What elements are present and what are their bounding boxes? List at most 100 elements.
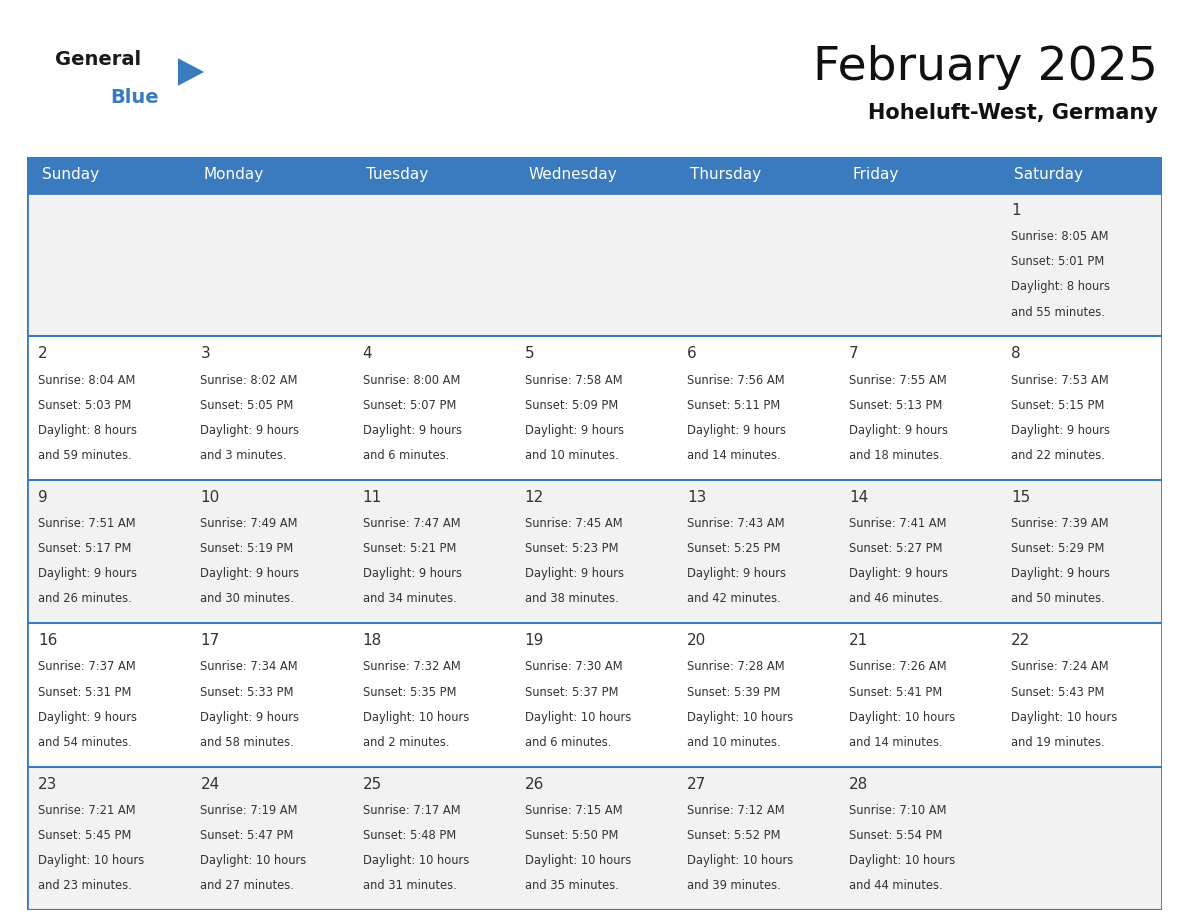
Text: Sunset: 5:31 PM: Sunset: 5:31 PM (38, 686, 132, 699)
Text: 5: 5 (525, 346, 535, 362)
Bar (27, 193, 189, 336)
Text: Sunrise: 7:58 AM: Sunrise: 7:58 AM (525, 374, 623, 386)
Text: Sunrise: 7:49 AM: Sunrise: 7:49 AM (201, 517, 298, 530)
Bar (189, 336, 352, 480)
Text: and 14 minutes.: and 14 minutes. (849, 735, 943, 749)
Text: and 6 minutes.: and 6 minutes. (525, 735, 611, 749)
Text: Daylight: 9 hours: Daylight: 9 hours (201, 711, 299, 723)
Text: Sunrise: 7:24 AM: Sunrise: 7:24 AM (1011, 660, 1108, 674)
Text: Sunset: 5:27 PM: Sunset: 5:27 PM (849, 543, 942, 555)
Text: 4: 4 (362, 346, 372, 362)
Bar (838, 767, 1000, 910)
Text: Friday: Friday (852, 167, 898, 183)
Text: 6: 6 (687, 346, 696, 362)
Bar (676, 336, 838, 480)
Bar (27, 336, 189, 480)
Text: Sunrise: 8:00 AM: Sunrise: 8:00 AM (362, 374, 460, 386)
Text: and 14 minutes.: and 14 minutes. (687, 449, 781, 462)
Text: Daylight: 10 hours: Daylight: 10 hours (849, 711, 955, 723)
Text: 24: 24 (201, 777, 220, 791)
Text: Daylight: 8 hours: Daylight: 8 hours (38, 424, 138, 437)
Text: Daylight: 9 hours: Daylight: 9 hours (362, 567, 462, 580)
Text: 28: 28 (849, 777, 868, 791)
Text: Sunset: 5:43 PM: Sunset: 5:43 PM (1011, 686, 1105, 699)
Text: and 55 minutes.: and 55 minutes. (1011, 306, 1105, 319)
Text: Sunrise: 7:34 AM: Sunrise: 7:34 AM (201, 660, 298, 674)
Text: 27: 27 (687, 777, 706, 791)
Text: February 2025: February 2025 (813, 45, 1158, 90)
Bar (1000, 767, 1162, 910)
Text: and 59 minutes.: and 59 minutes. (38, 449, 132, 462)
Text: Sunset: 5:17 PM: Sunset: 5:17 PM (38, 543, 132, 555)
Text: and 22 minutes.: and 22 minutes. (1011, 449, 1105, 462)
Text: Sunset: 5:11 PM: Sunset: 5:11 PM (687, 398, 781, 412)
Text: and 27 minutes.: and 27 minutes. (201, 879, 295, 892)
Text: Sunset: 5:33 PM: Sunset: 5:33 PM (201, 686, 293, 699)
Text: Wednesday: Wednesday (527, 167, 617, 183)
Bar (352, 193, 513, 336)
Text: General: General (55, 50, 141, 69)
Text: Daylight: 9 hours: Daylight: 9 hours (525, 567, 624, 580)
Text: and 26 minutes.: and 26 minutes. (38, 592, 132, 605)
Bar (352, 623, 513, 767)
Bar (513, 336, 676, 480)
Text: Sunrise: 7:37 AM: Sunrise: 7:37 AM (38, 660, 137, 674)
Text: Sunrise: 7:53 AM: Sunrise: 7:53 AM (1011, 374, 1108, 386)
Text: and 23 minutes.: and 23 minutes. (38, 879, 132, 892)
Text: Daylight: 10 hours: Daylight: 10 hours (525, 854, 631, 868)
Bar (189, 767, 352, 910)
Text: Sunset: 5:47 PM: Sunset: 5:47 PM (201, 829, 293, 842)
Bar (352, 336, 513, 480)
Bar (27, 480, 189, 623)
Text: 16: 16 (38, 633, 58, 648)
Text: Sunset: 5:54 PM: Sunset: 5:54 PM (849, 829, 942, 842)
Text: Hoheluft-West, Germany: Hoheluft-West, Germany (868, 103, 1158, 123)
Text: Sunrise: 7:12 AM: Sunrise: 7:12 AM (687, 804, 784, 817)
Text: and 19 minutes.: and 19 minutes. (1011, 735, 1105, 749)
Text: 11: 11 (362, 490, 381, 505)
Text: Daylight: 10 hours: Daylight: 10 hours (38, 854, 145, 868)
Text: Daylight: 9 hours: Daylight: 9 hours (687, 424, 786, 437)
Bar (676, 767, 838, 910)
Text: 8: 8 (1011, 346, 1020, 362)
Text: Sunset: 5:25 PM: Sunset: 5:25 PM (687, 543, 781, 555)
Bar (352, 480, 513, 623)
Bar (1000, 193, 1162, 336)
Text: 15: 15 (1011, 490, 1030, 505)
Bar (189, 480, 352, 623)
Text: 3: 3 (201, 346, 210, 362)
Text: Sunset: 5:29 PM: Sunset: 5:29 PM (1011, 543, 1105, 555)
Bar (838, 193, 1000, 336)
Text: and 50 minutes.: and 50 minutes. (1011, 592, 1105, 605)
Text: Daylight: 9 hours: Daylight: 9 hours (1011, 567, 1111, 580)
Bar (27, 623, 189, 767)
Text: Sunset: 5:05 PM: Sunset: 5:05 PM (201, 398, 293, 412)
Bar (189, 623, 352, 767)
Text: Monday: Monday (203, 167, 264, 183)
Text: Daylight: 10 hours: Daylight: 10 hours (362, 711, 469, 723)
Text: 19: 19 (525, 633, 544, 648)
Text: Sunrise: 7:45 AM: Sunrise: 7:45 AM (525, 517, 623, 530)
Text: Sunset: 5:19 PM: Sunset: 5:19 PM (201, 543, 293, 555)
Text: Sunset: 5:13 PM: Sunset: 5:13 PM (849, 398, 942, 412)
Text: Sunrise: 7:15 AM: Sunrise: 7:15 AM (525, 804, 623, 817)
Text: Sunrise: 7:10 AM: Sunrise: 7:10 AM (849, 804, 947, 817)
Text: Daylight: 10 hours: Daylight: 10 hours (687, 854, 794, 868)
Text: Sunrise: 7:47 AM: Sunrise: 7:47 AM (362, 517, 460, 530)
Text: Sunset: 5:48 PM: Sunset: 5:48 PM (362, 829, 456, 842)
Text: Blue: Blue (110, 88, 159, 107)
Text: Daylight: 9 hours: Daylight: 9 hours (849, 424, 948, 437)
Text: Sunset: 5:35 PM: Sunset: 5:35 PM (362, 686, 456, 699)
Text: 18: 18 (362, 633, 381, 648)
Text: Daylight: 9 hours: Daylight: 9 hours (687, 567, 786, 580)
Text: 21: 21 (849, 633, 868, 648)
Text: Sunrise: 7:41 AM: Sunrise: 7:41 AM (849, 517, 947, 530)
Text: and 10 minutes.: and 10 minutes. (525, 449, 619, 462)
Text: Daylight: 9 hours: Daylight: 9 hours (38, 711, 138, 723)
Text: Sunset: 5:37 PM: Sunset: 5:37 PM (525, 686, 618, 699)
Text: Daylight: 9 hours: Daylight: 9 hours (362, 424, 462, 437)
Text: Sunrise: 7:43 AM: Sunrise: 7:43 AM (687, 517, 784, 530)
Text: Sunrise: 7:39 AM: Sunrise: 7:39 AM (1011, 517, 1108, 530)
Text: Sunset: 5:01 PM: Sunset: 5:01 PM (1011, 255, 1105, 268)
Text: 25: 25 (362, 777, 381, 791)
